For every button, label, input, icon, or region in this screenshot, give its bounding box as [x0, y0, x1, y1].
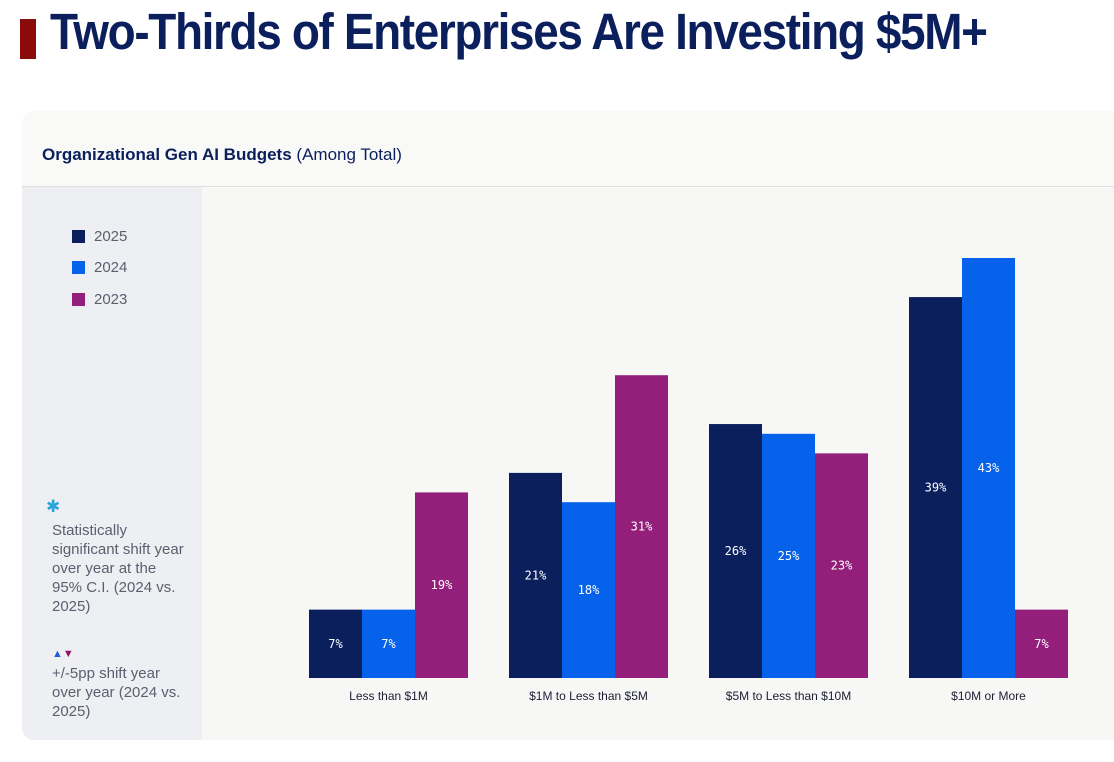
legend-label-2023: 2023	[94, 290, 128, 308]
legend-item-2023: 2023	[72, 289, 127, 309]
bar-2025-2	[709, 424, 762, 678]
up-down-triangles-icon: ▲▼	[52, 648, 74, 660]
category-label-0: Less than $1M	[349, 689, 428, 703]
bar-2024-1	[562, 502, 615, 678]
legend-label-2025: 2025	[94, 227, 128, 245]
data-label-2024-0: 7%	[381, 637, 396, 651]
data-label-2025-3: 39%	[925, 481, 947, 495]
category-label-1: $1M to Less than $5M	[529, 689, 648, 703]
bar-2024-0	[362, 609, 415, 678]
data-label-2025-2: 26%	[725, 544, 747, 558]
data-label-2023-0: 19%	[431, 578, 453, 592]
legend-swatch-2023	[72, 292, 85, 306]
data-label-2023-2: 23%	[831, 559, 853, 573]
legend-item-2024: 2024	[72, 257, 127, 277]
chart-header: Organizational Gen AI Budgets (Among Tot…	[22, 111, 1114, 187]
data-label-2025-0: 7%	[328, 637, 343, 651]
legend-swatch-2025	[72, 229, 85, 243]
bar-2025-3	[909, 297, 962, 678]
bar-2023-3	[1015, 609, 1068, 678]
chart-title-line: Organizational Gen AI Budgets (Among Tot…	[42, 145, 402, 165]
bar-2024-2	[762, 433, 815, 678]
bar-2023-1	[615, 375, 668, 678]
shift-note: +/-5pp shift year over year (2024 vs. 20…	[52, 665, 181, 720]
legend-label-2024: 2024	[94, 258, 128, 276]
chart-card: Organizational Gen AI Budgets (Among Tot…	[22, 111, 1114, 740]
chart-subtitle: (Among Total)	[296, 145, 402, 164]
bar-chart: 7% 7% 19% Less than $1M 21% 18% 31% $1M to Less…	[309, 258, 1068, 703]
category-label-3: $10M or More	[951, 689, 1026, 703]
data-label-2025-1: 21%	[525, 568, 547, 582]
data-label-2023-1: 31%	[631, 520, 653, 534]
bar-2025-0	[309, 609, 362, 678]
bar-2023-0	[415, 492, 468, 678]
chart-title: Organizational Gen AI Budgets	[42, 145, 292, 164]
bar-2024-3	[962, 258, 1015, 678]
page-title: Two-Thirds of Enterprises Are Investing …	[50, 3, 988, 60]
bar-2023-2	[815, 453, 868, 678]
bar-2025-1	[509, 472, 562, 678]
asterisk-icon: ✱	[46, 497, 61, 516]
legend-sidebar: 2025 2024 2023	[22, 187, 202, 740]
data-label-2023-3: 7%	[1034, 637, 1049, 651]
title-accent-bar	[20, 19, 36, 59]
category-label-2: $5M to Less than $10M	[726, 689, 851, 703]
data-label-2024-3: 43%	[978, 461, 1000, 475]
legend-item-2025: 2025	[72, 226, 127, 246]
data-label-2024-1: 18%	[578, 583, 600, 597]
legend-swatch-2024	[72, 260, 85, 274]
significance-note: Statistically significant shift year ove…	[52, 522, 184, 615]
data-label-2024-2: 25%	[778, 549, 800, 563]
